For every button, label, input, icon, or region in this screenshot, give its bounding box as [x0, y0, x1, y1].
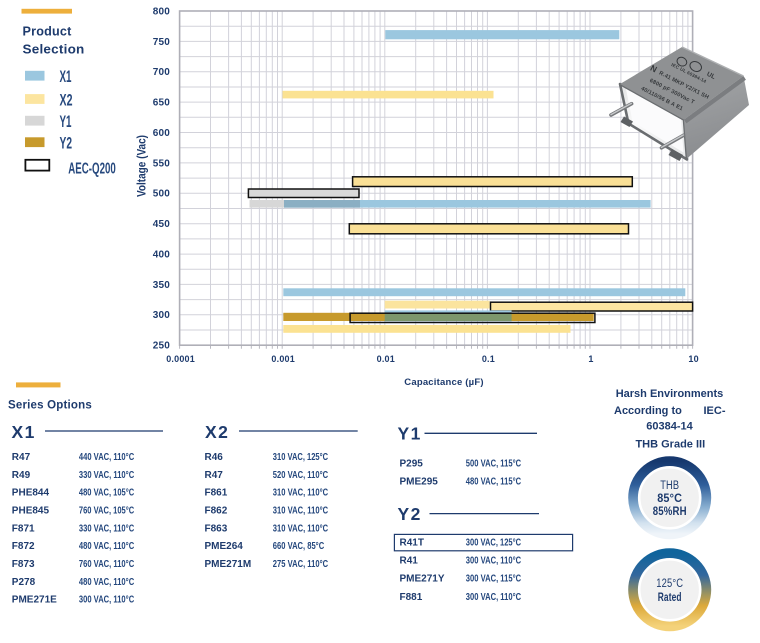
svg-text:480 VAC, 110°C: 480 VAC, 110°C	[79, 541, 134, 552]
svg-text:480 VAC, 115°C: 480 VAC, 115°C	[466, 476, 521, 487]
svg-text:750: 750	[153, 37, 171, 48]
svg-text:PME264: PME264	[205, 541, 244, 552]
svg-text:X1: X1	[12, 422, 36, 442]
svg-text:PME271Y: PME271Y	[400, 574, 445, 585]
svg-text:300: 300	[153, 310, 171, 321]
svg-text:Y2: Y2	[398, 504, 422, 524]
svg-text:P278: P278	[12, 577, 36, 588]
svg-text:800: 800	[153, 6, 171, 17]
svg-text:10: 10	[688, 354, 698, 364]
svg-text:500 VAC, 115°C: 500 VAC, 115°C	[466, 459, 521, 470]
svg-text:PME271M: PME271M	[205, 559, 252, 570]
svg-text:F873: F873	[12, 559, 35, 570]
svg-text:440 VAC, 110°C: 440 VAC, 110°C	[79, 452, 134, 463]
svg-text:550: 550	[153, 158, 171, 169]
svg-text:0.01: 0.01	[377, 354, 395, 364]
svg-text:1: 1	[588, 354, 593, 364]
svg-text:480 VAC, 110°C: 480 VAC, 110°C	[79, 577, 134, 588]
svg-text:PHE844: PHE844	[12, 488, 50, 499]
svg-text:F862: F862	[205, 506, 228, 517]
svg-text:Series Options: Series Options	[8, 400, 92, 412]
svg-text:650: 650	[153, 98, 171, 109]
svg-text:350: 350	[153, 280, 171, 291]
svg-text:310 VAC, 110°C: 310 VAC, 110°C	[273, 506, 328, 517]
svg-text:According to: According to	[614, 405, 682, 417]
svg-text:Y1: Y1	[398, 424, 422, 444]
svg-text:0.0001: 0.0001	[166, 354, 195, 364]
svg-text:310 VAC, 110°C: 310 VAC, 110°C	[273, 488, 328, 499]
svg-text:X2: X2	[205, 422, 229, 442]
svg-text:480 VAC, 105°C: 480 VAC, 105°C	[79, 488, 134, 499]
svg-text:300 VAC, 115°C: 300 VAC, 115°C	[466, 574, 521, 585]
svg-text:X2: X2	[60, 91, 73, 109]
svg-text:760 VAC, 105°C: 760 VAC, 105°C	[79, 506, 134, 517]
svg-text:Selection: Selection	[23, 43, 85, 57]
svg-text:F871: F871	[12, 523, 35, 534]
svg-text:275 VAC, 110°C: 275 VAC, 110°C	[273, 559, 328, 570]
svg-text:300 VAC, 110°C: 300 VAC, 110°C	[79, 595, 134, 606]
svg-text:0.001: 0.001	[271, 354, 295, 364]
svg-text:520 VAC, 110°C: 520 VAC, 110°C	[273, 470, 328, 481]
svg-text:600: 600	[153, 128, 171, 139]
svg-text:Product: Product	[23, 25, 73, 39]
svg-text:300 VAC, 110°C: 300 VAC, 110°C	[466, 556, 521, 567]
svg-text:Y1: Y1	[60, 113, 72, 131]
svg-text:R47: R47	[205, 470, 224, 481]
svg-text:310 VAC, 110°C: 310 VAC, 110°C	[273, 523, 328, 534]
svg-text:UL: UL	[705, 71, 716, 81]
svg-text:250: 250	[153, 341, 171, 352]
svg-text:R41T: R41T	[400, 537, 424, 548]
svg-text:R47: R47	[12, 452, 31, 463]
svg-text:760 VAC, 110°C: 760 VAC, 110°C	[79, 559, 134, 570]
svg-text:F872: F872	[12, 541, 35, 552]
svg-text:P295: P295	[400, 459, 424, 470]
svg-text:X1: X1	[60, 68, 72, 86]
svg-text:330 VAC, 110°C: 330 VAC, 110°C	[79, 470, 134, 481]
svg-text:310 VAC, 125°C: 310 VAC, 125°C	[273, 452, 328, 463]
svg-text:85%RH: 85%RH	[653, 506, 687, 518]
svg-text:F861: F861	[205, 488, 228, 499]
svg-text:Capacitance (µF): Capacitance (µF)	[404, 377, 483, 388]
svg-text:Y2: Y2	[60, 135, 73, 153]
svg-text:N: N	[649, 63, 659, 75]
svg-text:300 VAC, 110°C: 300 VAC, 110°C	[466, 592, 521, 603]
svg-text:F863: F863	[205, 523, 228, 534]
svg-text:IEC-: IEC-	[704, 405, 726, 417]
svg-text:PHE845: PHE845	[12, 506, 50, 517]
svg-text:R49: R49	[12, 470, 31, 481]
svg-text:Harsh Environments: Harsh Environments	[616, 388, 724, 400]
svg-text:700: 700	[153, 67, 171, 78]
svg-text:Voltage (Vac): Voltage (Vac)	[135, 135, 149, 197]
svg-text:THB: THB	[660, 480, 679, 492]
svg-text:PME295: PME295	[400, 476, 439, 487]
svg-text:AEC-Q200: AEC-Q200	[68, 160, 116, 177]
svg-text:330 VAC, 110°C: 330 VAC, 110°C	[79, 523, 134, 534]
svg-text:500: 500	[153, 189, 171, 200]
svg-text:400: 400	[153, 250, 171, 261]
svg-text:450: 450	[153, 219, 171, 230]
svg-text:0.1: 0.1	[482, 354, 495, 364]
svg-text:125°C: 125°C	[656, 578, 683, 590]
svg-text:660 VAC, 85°C: 660 VAC, 85°C	[273, 541, 324, 552]
svg-text:PME271E: PME271E	[12, 595, 57, 606]
svg-text:F881: F881	[400, 592, 423, 603]
svg-text:60384-14: 60384-14	[646, 421, 693, 433]
svg-text:THB Grade III: THB Grade III	[635, 439, 705, 451]
svg-text:Rated: Rated	[658, 592, 682, 604]
svg-text:R46: R46	[205, 452, 224, 463]
svg-text:300 VAC, 125°C: 300 VAC, 125°C	[466, 537, 521, 548]
svg-text:R41: R41	[400, 556, 419, 567]
svg-text:85°C: 85°C	[657, 493, 682, 505]
